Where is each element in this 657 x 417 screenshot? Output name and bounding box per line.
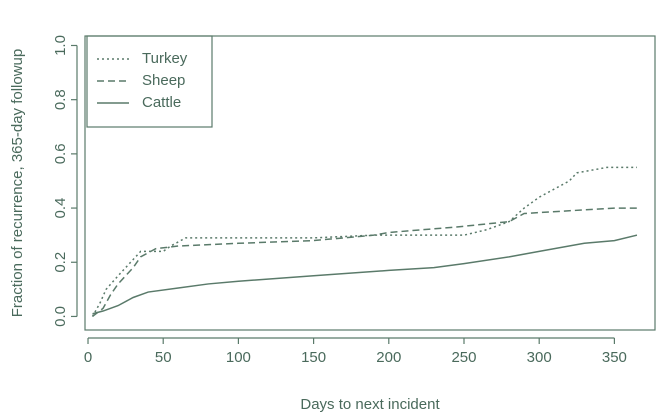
x-tick-label: 350 (602, 349, 627, 366)
y-tick-label: 0.8 (52, 89, 69, 110)
series-line (92, 207, 637, 318)
x-axis-label: Days to next incident (300, 396, 440, 413)
legend-label: Cattle (142, 94, 181, 111)
plot-frame (84, 35, 656, 331)
y-tick-label: 0.6 (52, 143, 69, 164)
legend-label: Sheep (142, 72, 185, 89)
x-tick-label: 200 (376, 349, 401, 366)
x-tick-label: 50 (155, 349, 172, 366)
y-tick-label: 1.0 (52, 35, 69, 56)
series-line (92, 234, 638, 315)
x-tick-label: 250 (451, 349, 476, 366)
series-line (91, 166, 637, 317)
x-tick-label: 300 (527, 349, 552, 366)
y-tick-label: 0.2 (52, 252, 69, 273)
x-tick-label: 0 (84, 349, 92, 366)
legend-box (86, 35, 213, 128)
y-axis-label: Fraction of recurrence, 365-day followup (9, 49, 26, 317)
y-tick-label: 0.0 (52, 306, 69, 327)
x-tick-label: 150 (301, 349, 326, 366)
y-tick-label: 0.4 (52, 198, 69, 219)
x-tick-label: 100 (226, 349, 251, 366)
legend-label: Turkey (142, 50, 188, 67)
